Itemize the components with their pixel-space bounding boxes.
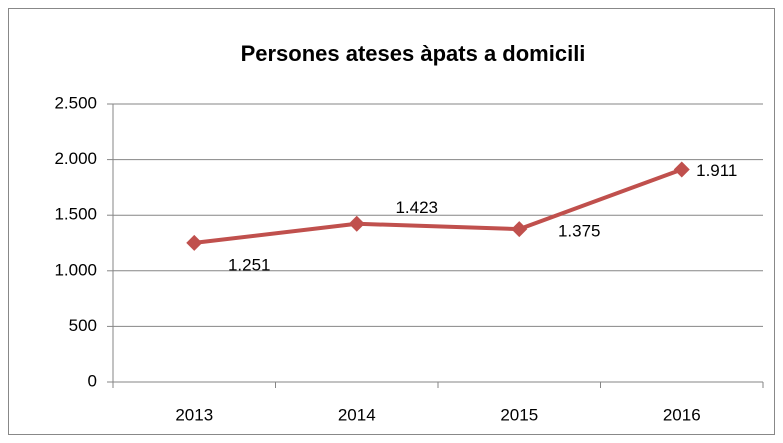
x-tick-label: 2013 [175, 405, 213, 424]
y-tick-label: 500 [69, 316, 97, 335]
y-tick-label: 2.000 [54, 149, 97, 168]
y-tick-label: 1.500 [54, 205, 97, 224]
marker [673, 161, 690, 178]
chart-border [8, 8, 775, 435]
chart-title: Persones ateses àpats a domicili [241, 41, 586, 66]
data-label: 1.251 [228, 255, 271, 274]
line [194, 167, 683, 245]
data-label: 1.911 [696, 161, 737, 180]
data-label: 1.375 [558, 222, 601, 241]
y-tick-label: 2.500 [54, 93, 97, 112]
y-tick-label: 0 [88, 371, 97, 390]
marker [348, 215, 365, 232]
y-tick-label: 1.000 [54, 260, 97, 279]
data-label: 1.423 [395, 198, 438, 217]
marker [511, 221, 528, 238]
x-tick-label: 2014 [338, 405, 376, 424]
x-tick-label: 2016 [663, 405, 701, 424]
marker [186, 234, 203, 251]
x-tick-label: 2015 [500, 405, 538, 424]
